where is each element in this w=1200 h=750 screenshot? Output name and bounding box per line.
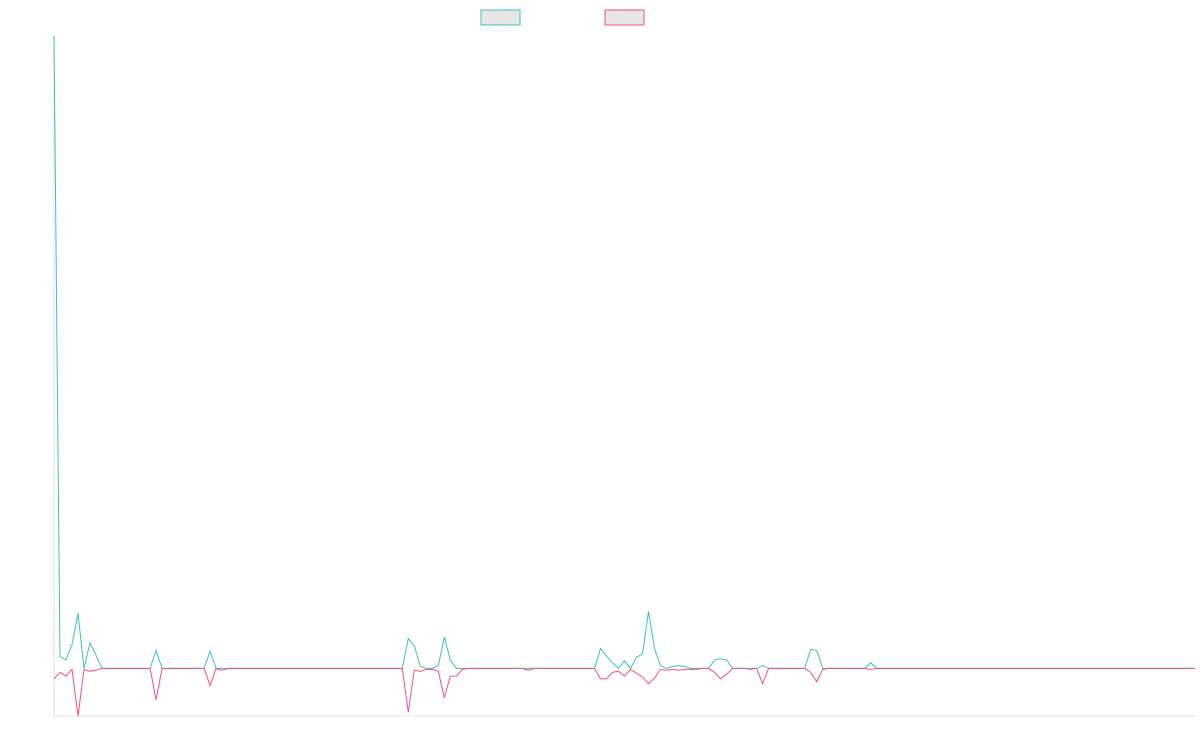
series-line-2 bbox=[53, 667, 1195, 717]
legend-swatch-2[interactable] bbox=[604, 9, 645, 26]
legend-swatch-1[interactable] bbox=[480, 9, 521, 26]
legend bbox=[480, 9, 645, 26]
axes bbox=[53, 36, 1195, 717]
plot-area bbox=[53, 35, 1195, 717]
series-line-1 bbox=[53, 35, 1195, 670]
